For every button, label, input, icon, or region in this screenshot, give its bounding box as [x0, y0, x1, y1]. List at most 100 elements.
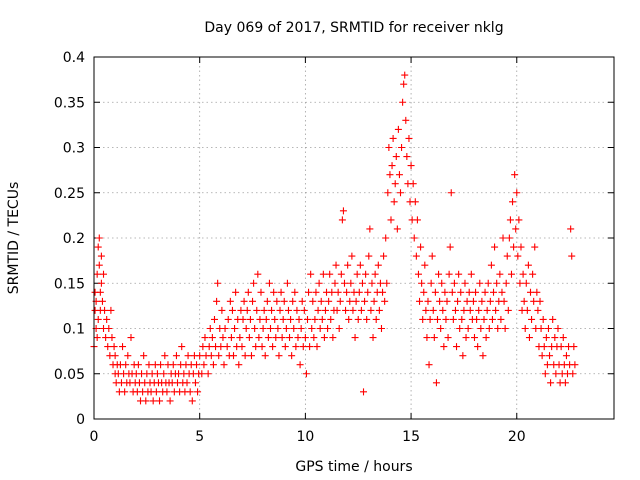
data-point — [287, 315, 295, 323]
data-point — [97, 252, 105, 260]
data-point — [188, 397, 196, 405]
data-point — [401, 71, 409, 79]
data-point — [111, 352, 119, 360]
data-point — [281, 343, 289, 351]
data-point — [542, 334, 550, 342]
y-tick-label: 0.3 — [63, 141, 85, 157]
data-point — [305, 288, 313, 296]
data-point — [355, 288, 363, 296]
data-point — [388, 162, 396, 170]
data-point — [436, 297, 444, 305]
data-point — [166, 397, 174, 405]
data-point — [407, 162, 415, 170]
data-point — [127, 334, 135, 342]
data-point — [299, 343, 307, 351]
data-point — [199, 343, 207, 351]
data-point — [458, 315, 466, 323]
data-point — [231, 325, 239, 332]
data-point — [383, 279, 391, 287]
data-point — [460, 306, 468, 314]
data-point — [569, 370, 577, 378]
data-point — [447, 189, 455, 197]
data-point — [290, 325, 298, 332]
data-point — [505, 234, 513, 242]
x-tick-label: 5 — [195, 429, 204, 445]
data-point — [421, 261, 429, 269]
data-point — [422, 306, 430, 314]
data-point — [289, 297, 297, 305]
data-point — [295, 315, 303, 323]
data-point — [379, 288, 387, 296]
data-point — [549, 315, 557, 323]
data-point — [559, 334, 567, 342]
data-point — [121, 388, 129, 396]
data-point — [156, 397, 164, 405]
data-point — [570, 343, 578, 351]
data-point — [393, 225, 401, 233]
data-point — [223, 343, 231, 351]
data-point — [419, 315, 427, 323]
data-point — [196, 352, 204, 360]
data-point — [161, 352, 169, 360]
data-point — [344, 261, 352, 269]
data-point — [254, 270, 262, 278]
data-point — [369, 334, 377, 342]
data-point — [370, 297, 378, 305]
data-point — [502, 279, 510, 287]
data-point — [218, 306, 226, 314]
data-point — [153, 370, 161, 378]
data-point — [145, 361, 153, 369]
data-point — [426, 315, 434, 323]
data-point — [431, 288, 439, 296]
data-point — [479, 352, 487, 360]
data-point — [514, 252, 522, 260]
data-point — [424, 297, 432, 305]
data-point — [387, 216, 395, 224]
data-point — [356, 261, 364, 269]
data-point — [217, 343, 225, 351]
data-point — [104, 343, 112, 351]
data-point — [438, 279, 446, 287]
data-point — [242, 325, 250, 332]
data-point — [303, 315, 311, 323]
data-point — [513, 189, 521, 197]
data-point — [453, 343, 461, 351]
data-point — [333, 306, 341, 314]
data-point — [517, 243, 525, 251]
data-point — [496, 270, 504, 278]
data-point — [178, 343, 186, 351]
data-point — [198, 370, 206, 378]
y-tick-label: 0.4 — [63, 50, 85, 66]
data-point — [461, 279, 469, 287]
data-point — [94, 315, 102, 323]
y-tick-label: 0 — [76, 412, 85, 428]
data-point — [298, 297, 306, 305]
data-point — [546, 352, 554, 360]
data-point — [394, 125, 402, 133]
data-point — [367, 306, 375, 314]
data-point — [486, 297, 494, 305]
data-point — [470, 334, 478, 342]
data-point — [237, 306, 245, 314]
data-point — [473, 315, 481, 323]
data-point — [403, 153, 411, 161]
data-point — [499, 234, 507, 242]
data-point — [315, 279, 323, 287]
data-point — [497, 315, 505, 323]
data-point — [466, 306, 474, 314]
data-point — [119, 343, 127, 351]
data-point — [332, 261, 340, 269]
data-point — [230, 352, 238, 360]
data-point — [536, 297, 544, 305]
data-point — [389, 134, 397, 142]
data-point — [554, 325, 562, 332]
data-point — [510, 243, 518, 251]
data-point — [362, 270, 370, 278]
data-point — [443, 297, 451, 305]
data-point — [459, 352, 467, 360]
data-point — [501, 325, 509, 332]
data-point — [551, 334, 559, 342]
data-point — [257, 288, 265, 296]
data-point — [376, 279, 384, 287]
data-point — [246, 315, 254, 323]
